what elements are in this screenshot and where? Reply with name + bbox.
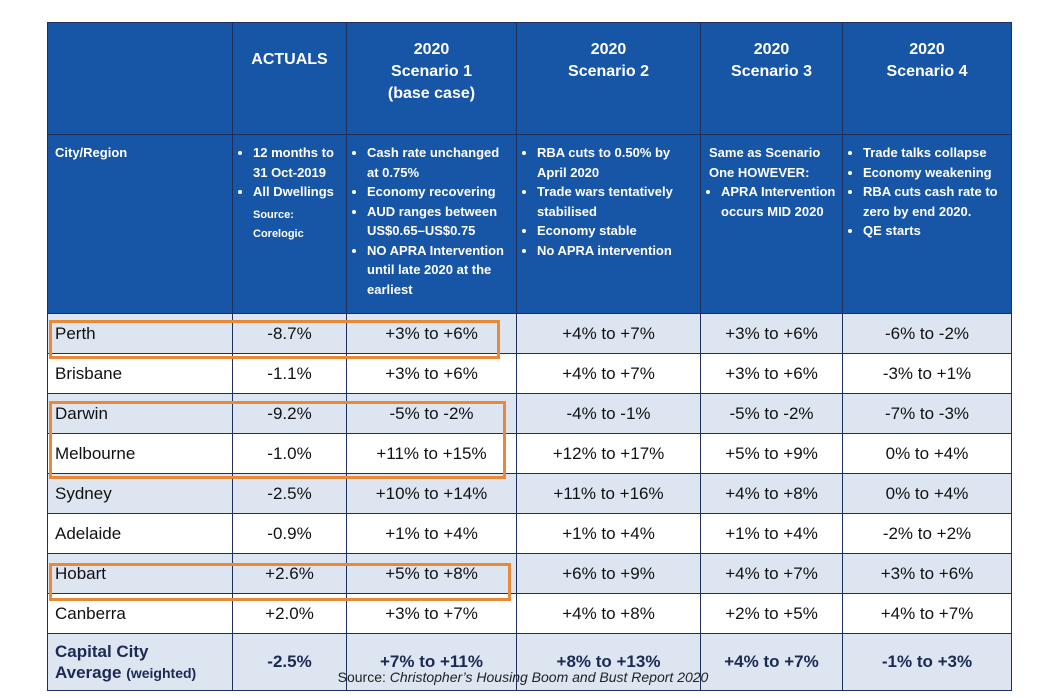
scenario-2-notes: RBA cuts to 0.50% by April 2020 Trade wa… xyxy=(516,134,701,314)
source-title: Christopher’s Housing Boom and Bust Repo… xyxy=(389,669,709,685)
scenario-2-cell: +6% to +9% xyxy=(516,553,701,594)
header-scenario-1: 2020 Scenario 1 (base case) xyxy=(346,22,517,135)
header-blank-cell xyxy=(47,22,233,135)
city-rows: Perth -8.7% +3% to +6% +4% to +7% +3% to +6%… xyxy=(47,313,1012,634)
table-row: Melbourne -1.0% +11% to +15% +12% to +17% +5… xyxy=(47,433,1012,474)
table-row: Brisbane -1.1% +3% to +6% +4% to +7% +3% to … xyxy=(47,353,1012,394)
scenario-4-cell: -7% to -3% xyxy=(842,393,1012,434)
scenario-4-cell: -3% to +1% xyxy=(842,353,1012,394)
actual-cell: +2.0% xyxy=(232,593,347,634)
actual-cell: -2.5% xyxy=(232,473,347,514)
scenario-2-cell: +12% to +17% xyxy=(516,433,701,474)
scenario-4-cell: 0% to +4% xyxy=(842,433,1012,474)
scenario-4-notes: Trade talks collapse Economy weakening R… xyxy=(842,134,1012,314)
city-cell: Canberra xyxy=(47,593,233,634)
city-cell: Sydney xyxy=(47,473,233,514)
table-row: Hobart +2.6% +5% to +8% +6% to +9% +4% to +7… xyxy=(47,553,1012,594)
scenario-1-cell: +3% to +7% xyxy=(346,593,517,634)
scenario-4-cell: +3% to +6% xyxy=(842,553,1012,594)
average-scenario-3: +4% to +7% xyxy=(700,633,843,691)
header-scenario-4: 2020 Scenario 4 xyxy=(842,22,1012,135)
capital-city-average-row: Capital City Average (weighted) -2.5% +7… xyxy=(47,633,1012,691)
source-caption: Source: Christopher’s Housing Boom and B… xyxy=(337,669,709,685)
scenario-1-cell: +3% to +6% xyxy=(346,313,517,354)
actuals-notes: 12 months to 31 Oct-2019 All Dwellings S… xyxy=(232,134,347,314)
scenario-3-cell: -5% to -2% xyxy=(700,393,843,434)
table-row: Darwin -9.2% -5% to -2% -4% to -1% -5% to -2… xyxy=(47,393,1012,434)
actual-cell: -0.9% xyxy=(232,513,347,554)
table-row: Sydney -2.5% +10% to +14% +11% to +16% +4% t… xyxy=(47,473,1012,514)
scenario-4-cell: 0% to +4% xyxy=(842,473,1012,514)
scenario-3-cell: +5% to +9% xyxy=(700,433,843,474)
table-row: Perth -8.7% +3% to +6% +4% to +7% +3% to +6%… xyxy=(47,313,1012,354)
average-label: Capital City Average (weighted) xyxy=(47,633,233,691)
header-row: ACTUALS 2020 Scenario 1 (base case) 2020… xyxy=(47,22,1012,135)
forecast-table-wrap: ACTUALS 2020 Scenario 1 (base case) 2020… xyxy=(47,22,1012,691)
average-scenario-4: -1% to +3% xyxy=(842,633,1012,691)
forecast-table: ACTUALS 2020 Scenario 1 (base case) 2020… xyxy=(47,22,1012,691)
header-scenario-3: 2020 Scenario 3 xyxy=(700,22,843,135)
city-cell: Adelaide xyxy=(47,513,233,554)
scenario-2-cell: +4% to +7% xyxy=(516,313,701,354)
average-scenario-2: +8% to +13% xyxy=(516,633,701,691)
scenario-1-cell: +11% to +15% xyxy=(346,433,517,474)
scenario-1-cell: +3% to +6% xyxy=(346,353,517,394)
scenario-2-cell: -4% to -1% xyxy=(516,393,701,434)
city-cell: Darwin xyxy=(47,393,233,434)
actual-cell: -9.2% xyxy=(232,393,347,434)
scenario-2-cell: +1% to +4% xyxy=(516,513,701,554)
city-cell: Hobart xyxy=(47,553,233,594)
scenario-1-cell: -5% to -2% xyxy=(346,393,517,434)
actual-cell: -1.0% xyxy=(232,433,347,474)
city-cell: Perth xyxy=(47,313,233,354)
scenario-1-notes: Cash rate unchanged at 0.75% Economy rec… xyxy=(346,134,517,314)
scenario-2-cell: +4% to +7% xyxy=(516,353,701,394)
city-region-label: City/Region xyxy=(47,134,233,314)
actual-cell: +2.6% xyxy=(232,553,347,594)
scenario-3-cell: +4% to +7% xyxy=(700,553,843,594)
average-actual: -2.5% xyxy=(232,633,347,691)
scenario-3-cell: +1% to +4% xyxy=(700,513,843,554)
header-actuals: ACTUALS xyxy=(232,22,347,135)
scenario-3-notes: Same as Scenario One HOWEVER: APRA Inter… xyxy=(700,134,843,314)
scenario-1-cell: +5% to +8% xyxy=(346,553,517,594)
city-cell: Brisbane xyxy=(47,353,233,394)
scenario-3-cell: +3% to +6% xyxy=(700,353,843,394)
table-row: Canberra +2.0% +3% to +7% +4% to +8% +2% to … xyxy=(47,593,1012,634)
scenario-4-cell: -6% to -2% xyxy=(842,313,1012,354)
header-scenario-2: 2020 Scenario 2 xyxy=(516,22,701,135)
scenario-3-cell: +2% to +5% xyxy=(700,593,843,634)
scenario-4-cell: -2% to +2% xyxy=(842,513,1012,554)
scenario-1-cell: +1% to +4% xyxy=(346,513,517,554)
actuals-source: Source: Corelogic xyxy=(253,208,304,241)
scenario-3-cell: +4% to +8% xyxy=(700,473,843,514)
table-row: Adelaide -0.9% +1% to +4% +1% to +4% +1% to … xyxy=(47,513,1012,554)
actual-cell: -8.7% xyxy=(232,313,347,354)
scenario-2-cell: +11% to +16% xyxy=(516,473,701,514)
actual-cell: -1.1% xyxy=(232,353,347,394)
scenario-4-cell: +4% to +7% xyxy=(842,593,1012,634)
scenario-2-cell: +4% to +8% xyxy=(516,593,701,634)
scenario-3-cell: +3% to +6% xyxy=(700,313,843,354)
scenario-1-cell: +10% to +14% xyxy=(346,473,517,514)
subheader-row: City/Region 12 months to 31 Oct-2019 All… xyxy=(47,134,1012,314)
average-scenario-1: +7% to +11% xyxy=(346,633,517,691)
city-cell: Melbourne xyxy=(47,433,233,474)
